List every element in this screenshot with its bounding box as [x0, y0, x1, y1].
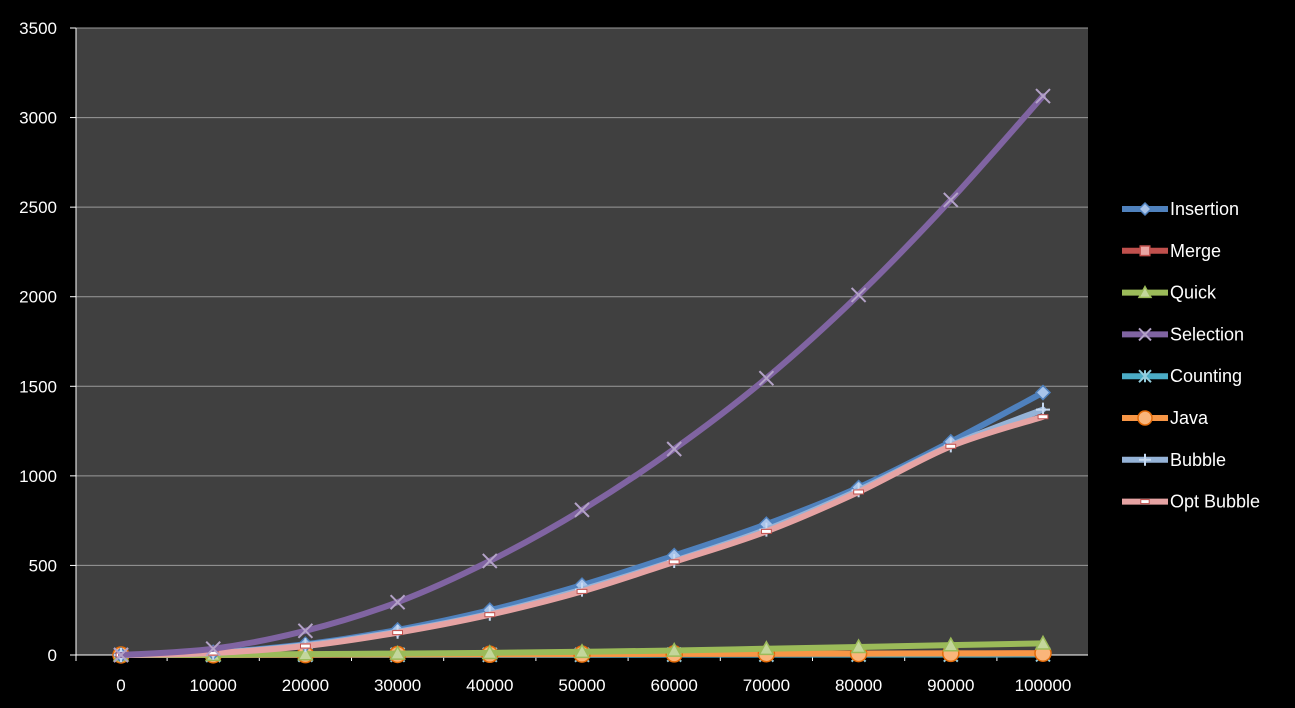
data-point: [1037, 414, 1049, 420]
data-point: [1137, 201, 1153, 217]
x-tick-label: 100000: [1015, 676, 1072, 695]
legend-item: Counting: [1122, 366, 1242, 386]
data-point: [297, 623, 314, 639]
legend-label: Selection: [1170, 324, 1244, 344]
data-point: [573, 643, 591, 659]
legend-item: Merge: [1122, 241, 1221, 261]
series-line: [118, 93, 1046, 658]
data-point: [392, 630, 404, 636]
data-point: [850, 638, 867, 654]
x-tick-label: 10000: [190, 676, 237, 695]
data-point: [389, 645, 406, 660]
data-point: [482, 553, 498, 569]
data-point: [1139, 453, 1151, 466]
series-selection: [113, 88, 1051, 663]
data-point: [942, 636, 960, 652]
x-tick-label: 30000: [374, 676, 421, 695]
data-point: [574, 502, 590, 518]
x-tick-label: 70000: [743, 676, 790, 695]
legend-item: Bubble: [1122, 450, 1226, 470]
plot-area: [76, 28, 1088, 655]
series-quick: [112, 634, 1052, 662]
y-tick-label: 2000: [19, 288, 57, 307]
x-tick-label: 90000: [927, 676, 974, 695]
data-point: [1139, 245, 1151, 257]
y-tick-label: 3500: [19, 19, 57, 38]
legend-label: Quick: [1170, 283, 1217, 303]
data-point: [576, 588, 588, 594]
x-tick-label: 0: [116, 676, 125, 695]
series-layer: [112, 88, 1052, 664]
data-point: [481, 644, 499, 660]
data-point: [1138, 369, 1152, 383]
data-point: [668, 559, 680, 565]
data-point: [113, 647, 129, 663]
data-point: [1137, 410, 1153, 426]
legend-label: Java: [1170, 408, 1209, 428]
x-tick-label: 20000: [282, 676, 329, 695]
data-point: [853, 489, 865, 495]
x-tick-label: 50000: [558, 676, 605, 695]
legend-label: Merge: [1170, 241, 1221, 261]
y-tick-label: 500: [29, 556, 57, 575]
data-point: [1034, 634, 1052, 650]
y-tick-label: 2500: [19, 198, 57, 217]
data-point: [665, 641, 683, 657]
legend-label: Counting: [1170, 366, 1242, 386]
data-point: [389, 594, 406, 610]
x-tick-label: 80000: [835, 676, 882, 695]
gridlines: [76, 27, 1088, 566]
data-point: [484, 612, 496, 618]
x-tick-label: 60000: [651, 676, 698, 695]
data-point: [1034, 384, 1052, 401]
y-tick-label: 0: [48, 646, 57, 665]
data-point: [943, 192, 959, 208]
legend-item: Quick: [1122, 283, 1217, 303]
legend-label: Bubble: [1170, 450, 1226, 470]
legend-label: Insertion: [1170, 199, 1239, 219]
data-point: [1137, 285, 1153, 299]
legend-item: Insertion: [1122, 199, 1239, 219]
data-point: [850, 287, 867, 303]
axes: 0 500 1000 1500 2000 2500 3000 3500 0 10000 20000 3…: [19, 19, 1088, 695]
data-point: [1140, 499, 1150, 505]
data-point: [945, 443, 957, 449]
data-point: [758, 640, 775, 656]
data-point: [297, 645, 314, 661]
legend-item: Opt Bubble: [1122, 492, 1260, 512]
data-point: [666, 441, 682, 457]
legend-label: Opt Bubble: [1170, 492, 1260, 512]
data-point: [300, 643, 311, 649]
x-tick-label: 40000: [466, 676, 513, 695]
data-point: [1138, 327, 1152, 342]
y-tick-label: 3000: [19, 109, 57, 128]
legend-item: Selection: [1122, 324, 1244, 344]
data-point: [1035, 88, 1051, 104]
y-tick-label: 1000: [19, 467, 57, 486]
legend: Insertion Merge Quick Selection Counting Java…: [1122, 199, 1260, 512]
data-point: [205, 641, 221, 657]
data-point: [758, 370, 775, 386]
data-point: [761, 528, 772, 534]
y-tick-label: 1500: [19, 377, 57, 396]
legend-item: Java: [1122, 408, 1209, 428]
